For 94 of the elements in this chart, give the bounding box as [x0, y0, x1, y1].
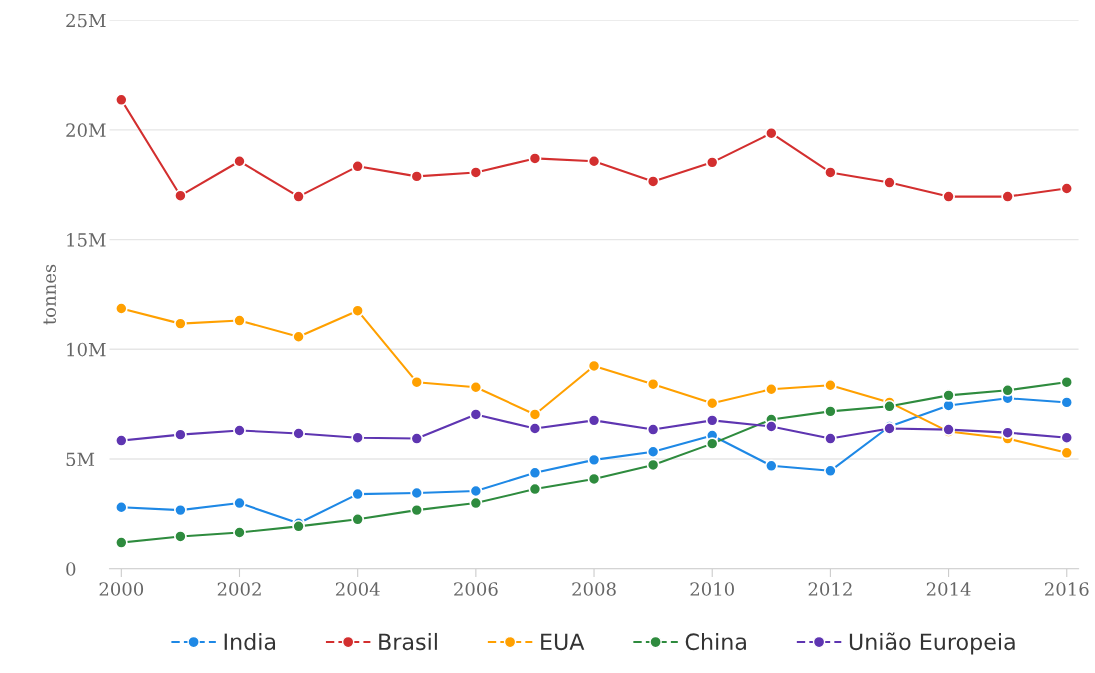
point [883, 176, 896, 189]
point [1060, 182, 1074, 195]
point [528, 466, 542, 480]
point [469, 408, 483, 421]
legend-label: China [685, 632, 746, 651]
point [587, 413, 601, 427]
point [410, 503, 424, 517]
point [114, 302, 128, 315]
point [292, 190, 305, 203]
point [1060, 431, 1074, 445]
point [233, 526, 246, 539]
point [292, 427, 305, 440]
legend-label: EUA [541, 633, 585, 651]
point [174, 503, 187, 517]
point [646, 458, 660, 472]
point [174, 530, 187, 543]
point [469, 166, 483, 179]
point [351, 487, 365, 501]
point [646, 423, 660, 436]
x-tick-label: 2008 [572, 582, 616, 596]
point [351, 431, 365, 445]
point [587, 359, 601, 373]
x-tick-label: 2002 [217, 582, 261, 596]
y-tick-label: 10M [67, 342, 106, 357]
y-tick-label: 15M [67, 233, 106, 247]
point [351, 512, 365, 526]
y-tick-label: 0 [66, 562, 76, 576]
point [233, 314, 246, 327]
point [1001, 190, 1015, 203]
point [764, 126, 778, 140]
point [233, 154, 246, 168]
point [528, 482, 542, 496]
point [705, 413, 719, 427]
point [114, 93, 128, 107]
point [469, 380, 483, 394]
point [824, 432, 837, 445]
point [1060, 446, 1074, 460]
point [410, 486, 424, 500]
point [824, 166, 837, 179]
legend-label: India [224, 632, 276, 651]
point [233, 424, 246, 437]
point [646, 445, 660, 459]
x-tick-label: 2000 [99, 582, 144, 596]
point [410, 170, 424, 183]
point [824, 378, 837, 392]
point [351, 304, 365, 318]
point [410, 432, 424, 445]
x-tick-label: 2010 [690, 582, 734, 596]
point [528, 408, 542, 421]
legend-label: Brasil [379, 632, 437, 651]
point [410, 375, 424, 389]
x-tick-label: 2014 [926, 582, 971, 596]
point [292, 330, 305, 344]
point [174, 428, 187, 442]
x-tick-label: 2004 [335, 582, 380, 596]
point [528, 152, 542, 165]
point [587, 453, 601, 467]
point [469, 496, 483, 510]
point [114, 434, 128, 447]
x-tick-label: 2016 [1045, 582, 1089, 596]
point [646, 175, 660, 188]
point [114, 500, 128, 514]
legend-label: União Europeia [849, 632, 1015, 655]
point [587, 154, 601, 168]
point [1060, 375, 1074, 389]
point [764, 420, 778, 433]
y-axis-title: tonnes [43, 264, 56, 325]
point [705, 155, 719, 169]
point [883, 399, 896, 413]
x-tick-label: 2012 [808, 582, 852, 596]
point [764, 459, 778, 473]
point [469, 484, 483, 498]
point [174, 317, 187, 331]
point [351, 159, 365, 173]
point [1060, 395, 1074, 409]
point [705, 437, 719, 451]
point [942, 190, 955, 203]
point [587, 472, 601, 486]
point [1001, 426, 1015, 440]
point [705, 396, 719, 410]
point [114, 536, 128, 549]
y-tick-label: 5M [66, 452, 95, 467]
point [942, 388, 955, 402]
y-tick-label: 25M [66, 13, 106, 28]
point [824, 464, 837, 478]
point [824, 404, 837, 418]
point [646, 377, 660, 391]
point [233, 496, 246, 510]
point [174, 189, 187, 203]
x-tick-label: 2006 [454, 582, 498, 596]
point [1001, 383, 1015, 397]
point [528, 422, 542, 435]
point [764, 382, 778, 396]
y-tick-label: 20M [66, 123, 106, 138]
